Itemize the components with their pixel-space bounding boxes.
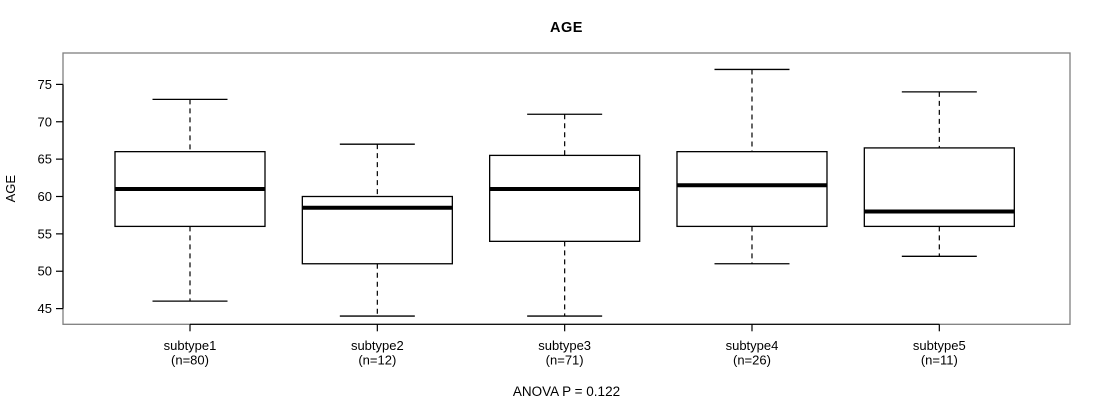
chart-title: AGE <box>550 20 583 36</box>
y-axis: 45 50 55 60 65 70 75 AGE <box>3 77 64 316</box>
iqr-box <box>676 151 828 228</box>
y-tick-label: 60 <box>38 189 52 204</box>
x-tick-sublabel: (n=11) <box>921 353 958 368</box>
boxplot-subtype2 <box>301 143 453 317</box>
y-tick-label: 45 <box>38 301 52 316</box>
iqr-box <box>863 147 1015 228</box>
iqr-box <box>489 154 641 242</box>
boxplot-subtype4 <box>676 68 828 265</box>
y-tick-label: 75 <box>38 77 52 92</box>
boxplot-subtype5 <box>863 91 1015 257</box>
x-tick-sublabel: (n=80) <box>171 353 209 368</box>
x-tick-label: subtype2 <box>351 338 404 353</box>
y-tick-label: 65 <box>38 152 52 167</box>
x-tick-label: subtype4 <box>726 338 779 353</box>
x-tick-sublabel: (n=26) <box>733 353 771 368</box>
x-tick-label: subtype5 <box>913 338 966 353</box>
boxplot-subtype3 <box>489 113 641 317</box>
y-axis-label: AGE <box>3 175 18 203</box>
anova-p-annotation: ANOVA P = 0.122 <box>512 384 621 399</box>
x-tick-sublabel: (n=71) <box>546 353 584 368</box>
y-tick-label: 50 <box>38 264 52 279</box>
x-tick-label: subtype3 <box>538 338 591 353</box>
y-tick-label: 70 <box>38 114 52 129</box>
y-tick-label: 55 <box>38 226 52 241</box>
boxplot-subtype1 <box>114 98 266 302</box>
x-axis: subtype1(n=80) subtype2(n=12) subtype3(n=7… <box>164 323 966 368</box>
x-tick-sublabel: (n=12) <box>358 353 396 368</box>
x-tick-label: subtype1 <box>164 338 217 353</box>
